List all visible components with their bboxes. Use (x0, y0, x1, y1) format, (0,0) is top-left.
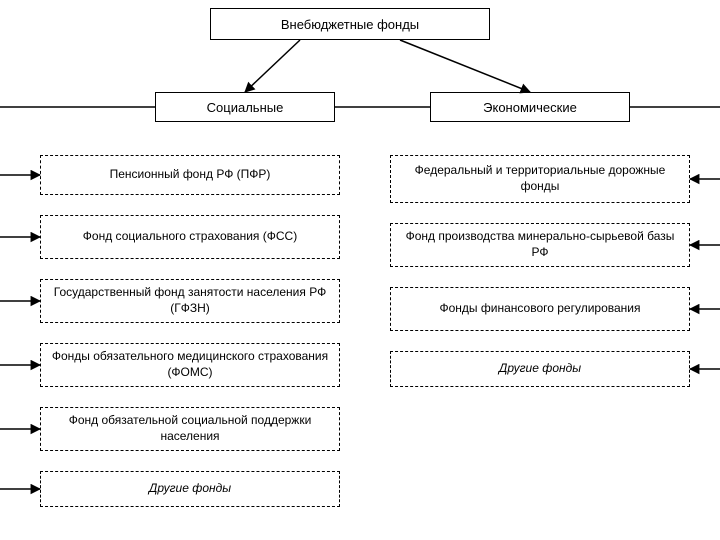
list-item: Фонд обязательной социальной поддержки н… (40, 407, 340, 451)
list-item: Другие фонды (390, 351, 690, 387)
item-label: Другие фонды (499, 361, 581, 377)
item-label: Государственный фонд занятости населения… (49, 285, 331, 316)
list-item: Пенсионный фонд РФ (ПФР) (40, 155, 340, 195)
list-item: Фонды обязательного медицинского страхов… (40, 343, 340, 387)
root-label: Внебюджетные фонды (281, 17, 419, 32)
item-label: Пенсионный фонд РФ (ПФР) (110, 167, 271, 183)
list-item: Другие фонды (40, 471, 340, 507)
item-label: Фонды финансового регулирования (440, 301, 641, 317)
branch-label-economic: Экономические (483, 100, 577, 115)
list-item: Федеральный и территориальные дорожные ф… (390, 155, 690, 203)
item-label: Фонды обязательного медицинского страхов… (49, 349, 331, 380)
item-label: Фонд социального страхования (ФСС) (83, 229, 297, 245)
root-box: Внебюджетные фонды (210, 8, 490, 40)
list-item: Фонд производства минерально-сырьевой ба… (390, 223, 690, 267)
item-label: Федеральный и территориальные дорожные ф… (399, 163, 681, 194)
branch-label-social: Социальные (207, 100, 284, 115)
item-label: Фонд обязательной социальной поддержки н… (49, 413, 331, 444)
list-item: Государственный фонд занятости населения… (40, 279, 340, 323)
item-label: Другие фонды (149, 481, 231, 497)
item-label: Фонд производства минерально-сырьевой ба… (399, 229, 681, 260)
list-item: Фонды финансового регулирования (390, 287, 690, 331)
branch-box-economic: Экономические (430, 92, 630, 122)
connectors (0, 0, 720, 540)
branch-box-social: Социальные (155, 92, 335, 122)
list-item: Фонд социального страхования (ФСС) (40, 215, 340, 259)
